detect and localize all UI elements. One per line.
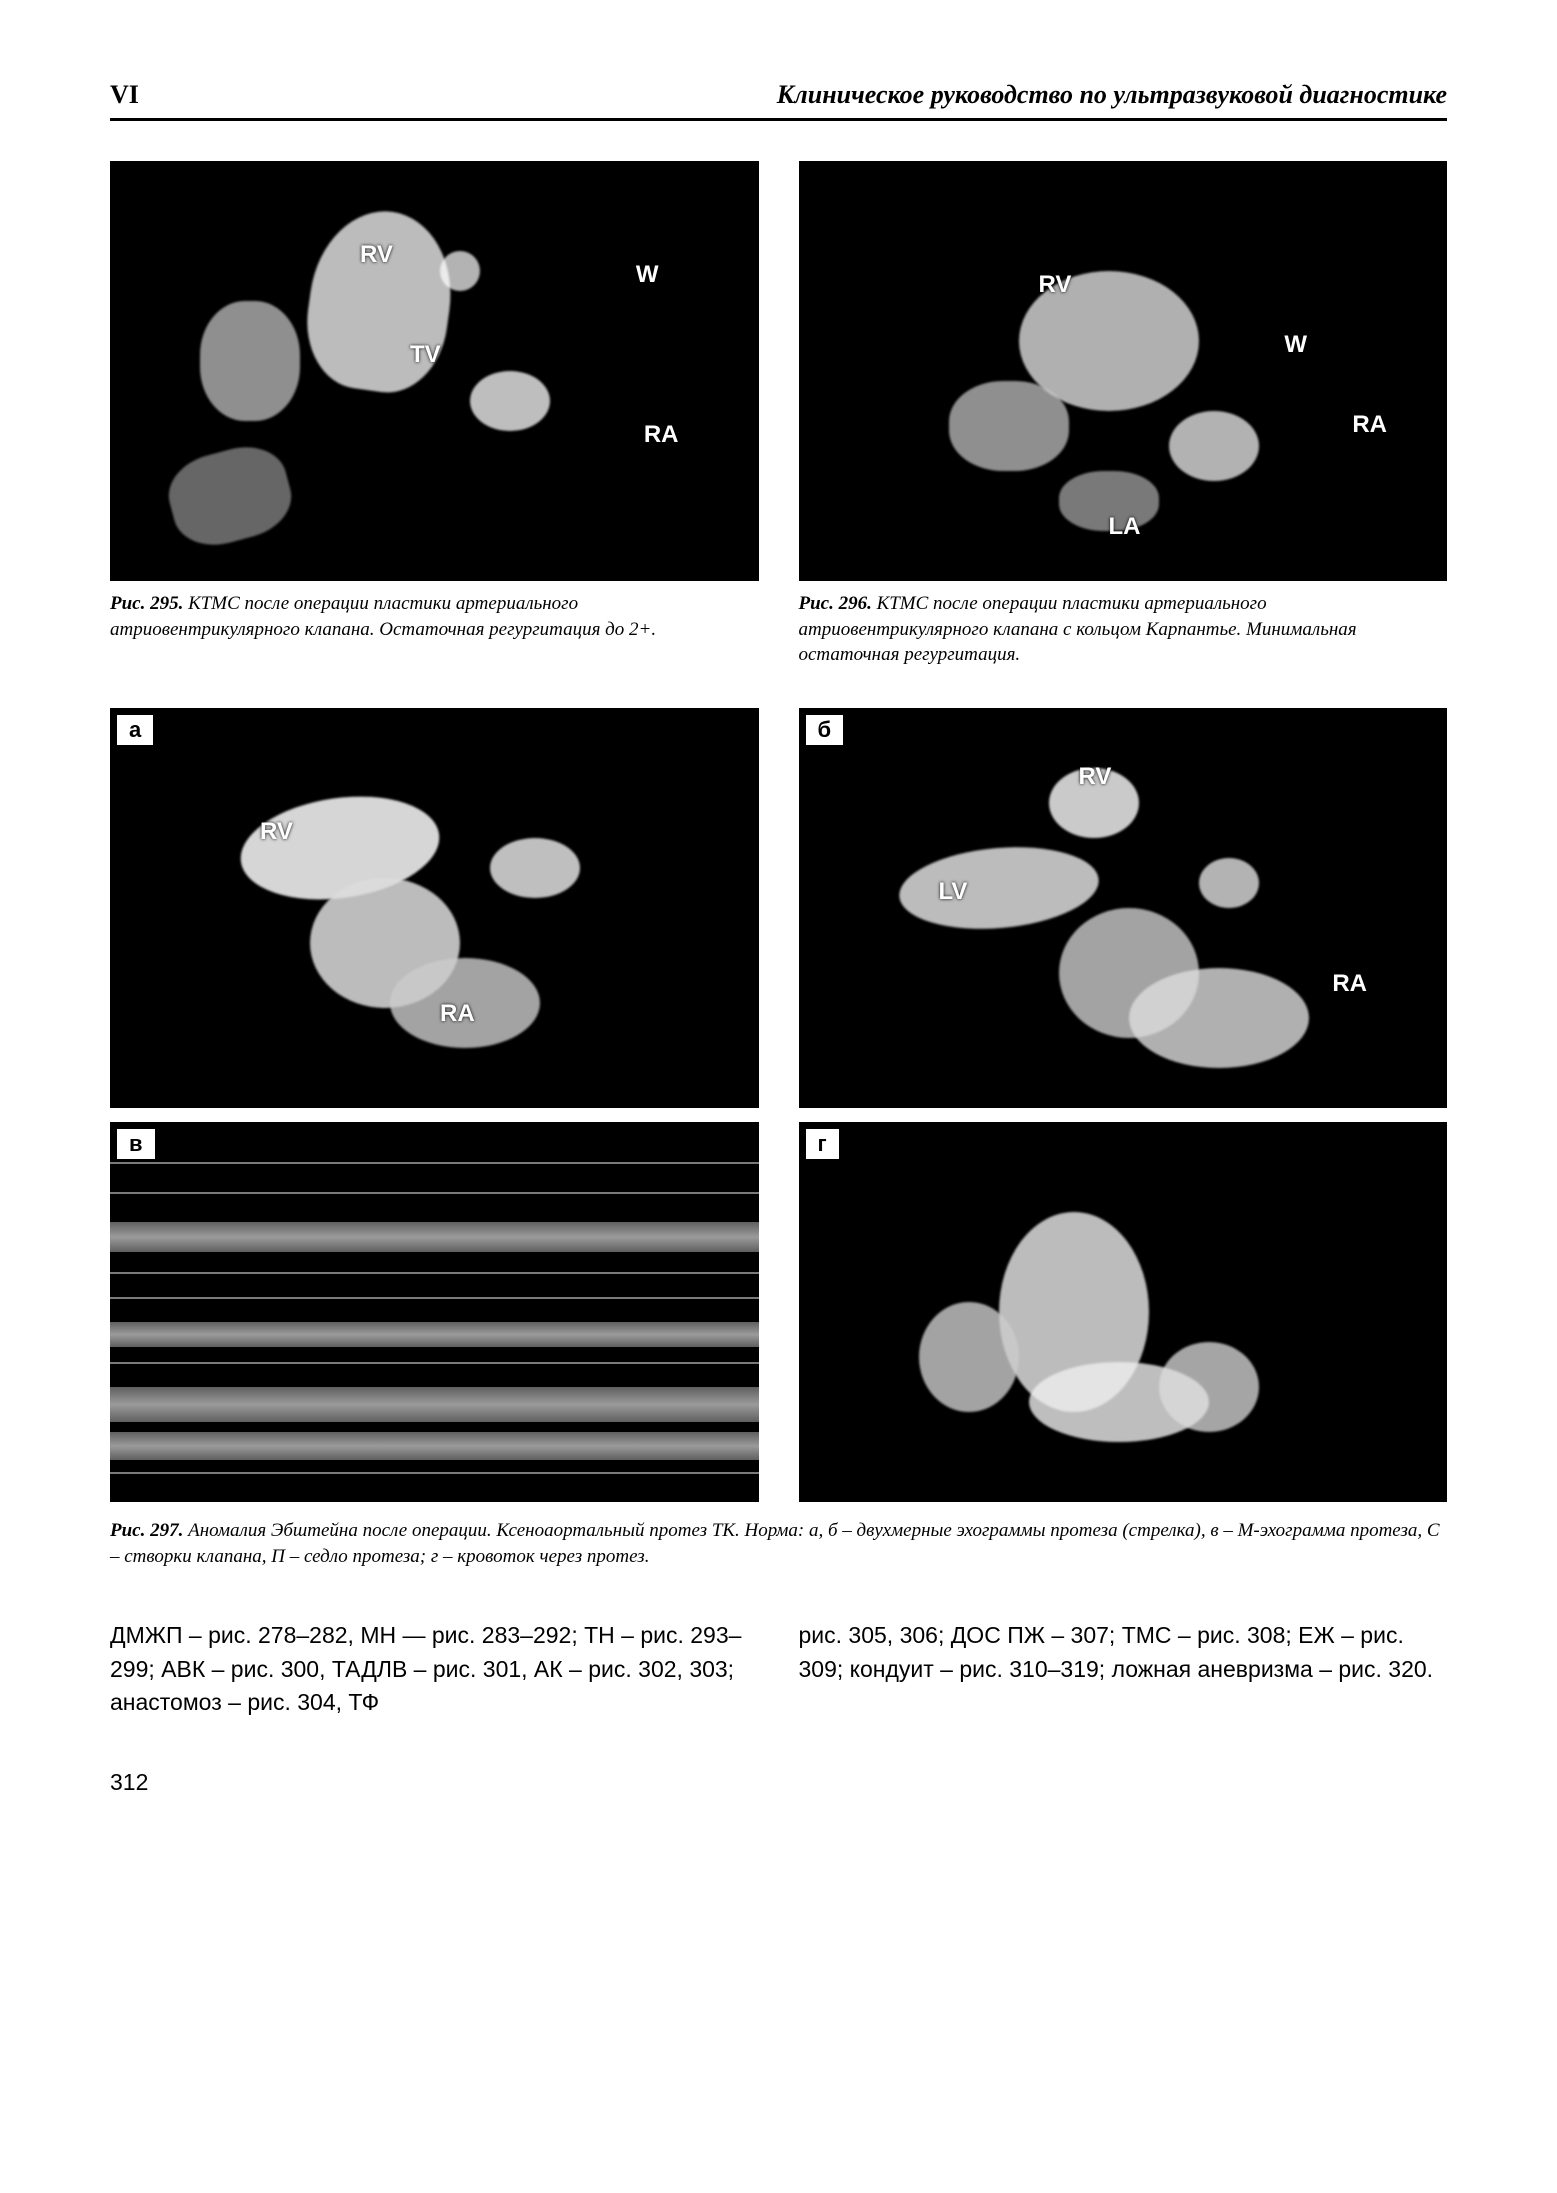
label-rv: RV xyxy=(1039,271,1072,299)
caption-text-296: КТМС после операции пластики артериально… xyxy=(799,593,1357,665)
figure-295: RV TV RA W Рис. 295. КТМС после операции… xyxy=(110,161,759,668)
ultrasound-image-297c: в xyxy=(110,1122,759,1502)
ultrasound-image-297d: г xyxy=(799,1122,1448,1502)
label-rv: RV xyxy=(360,241,393,269)
body-text-right: рис. 305, 306; ДОС ПЖ – 307; ТМС – рис. … xyxy=(799,1619,1448,1719)
label-rv: RV xyxy=(1079,763,1112,791)
fig-num-296: Рис. 296. xyxy=(799,593,872,614)
label-w: W xyxy=(636,261,659,289)
figure-row-295-296: RV TV RA W Рис. 295. КТМС после операции… xyxy=(110,161,1447,668)
label-tv: TV xyxy=(410,341,441,369)
label-rv: RV xyxy=(260,818,293,846)
label-ra: RA xyxy=(440,1000,475,1028)
label-lv: LV xyxy=(939,878,968,906)
label-ra: RA xyxy=(1332,970,1367,998)
figure-297-right-col: б RV LV RA г xyxy=(799,708,1448,1502)
ultrasound-image-296: RV W RA LA xyxy=(799,161,1448,581)
fig-num-295: Рис. 295. xyxy=(110,593,183,614)
caption-296: Рис. 296. КТМС после операции пластики а… xyxy=(799,591,1448,668)
caption-text-295: КТМС после операции пластики артериально… xyxy=(110,593,656,640)
panel-tag-d: г xyxy=(805,1128,840,1160)
page-header: VI Клиническое руководство по ультразвук… xyxy=(110,80,1447,121)
ultrasound-image-295: RV TV RA W xyxy=(110,161,759,581)
ultrasound-image-297b: б RV LV RA xyxy=(799,708,1448,1108)
figure-297-grid: а RV RA в б RV LV RA г xyxy=(110,708,1447,1502)
panel-tag-c: в xyxy=(116,1128,156,1160)
caption-295: Рис. 295. КТМС после операции пластики а… xyxy=(110,591,759,642)
label-ra: RA xyxy=(644,421,679,449)
fig-num-297: Рис. 297. xyxy=(110,1520,183,1541)
caption-text-297: Аномалия Эбштейна после операции. Ксеноа… xyxy=(110,1520,1440,1567)
figure-296: RV W RA LA Рис. 296. КТМС после операции… xyxy=(799,161,1448,668)
panel-tag-b: б xyxy=(805,714,845,746)
label-w: W xyxy=(1284,331,1307,359)
body-text: ДМЖП – рис. 278–282, МН — рис. 283–292; … xyxy=(110,1619,1447,1719)
panel-tag-a: а xyxy=(116,714,154,746)
ultrasound-image-297a: а RV RA xyxy=(110,708,759,1108)
page-number: 312 xyxy=(110,1769,1447,1796)
caption-297: Рис. 297. Аномалия Эбштейна после операц… xyxy=(110,1518,1447,1569)
label-la: LA xyxy=(1109,513,1141,541)
body-text-left: ДМЖП – рис. 278–282, МН — рис. 283–292; … xyxy=(110,1619,759,1719)
book-title: Клиническое руководство по ультразвуково… xyxy=(777,80,1447,110)
figure-297-left-col: а RV RA в xyxy=(110,708,759,1502)
chapter-number: VI xyxy=(110,80,139,110)
label-ra: RA xyxy=(1352,411,1387,439)
